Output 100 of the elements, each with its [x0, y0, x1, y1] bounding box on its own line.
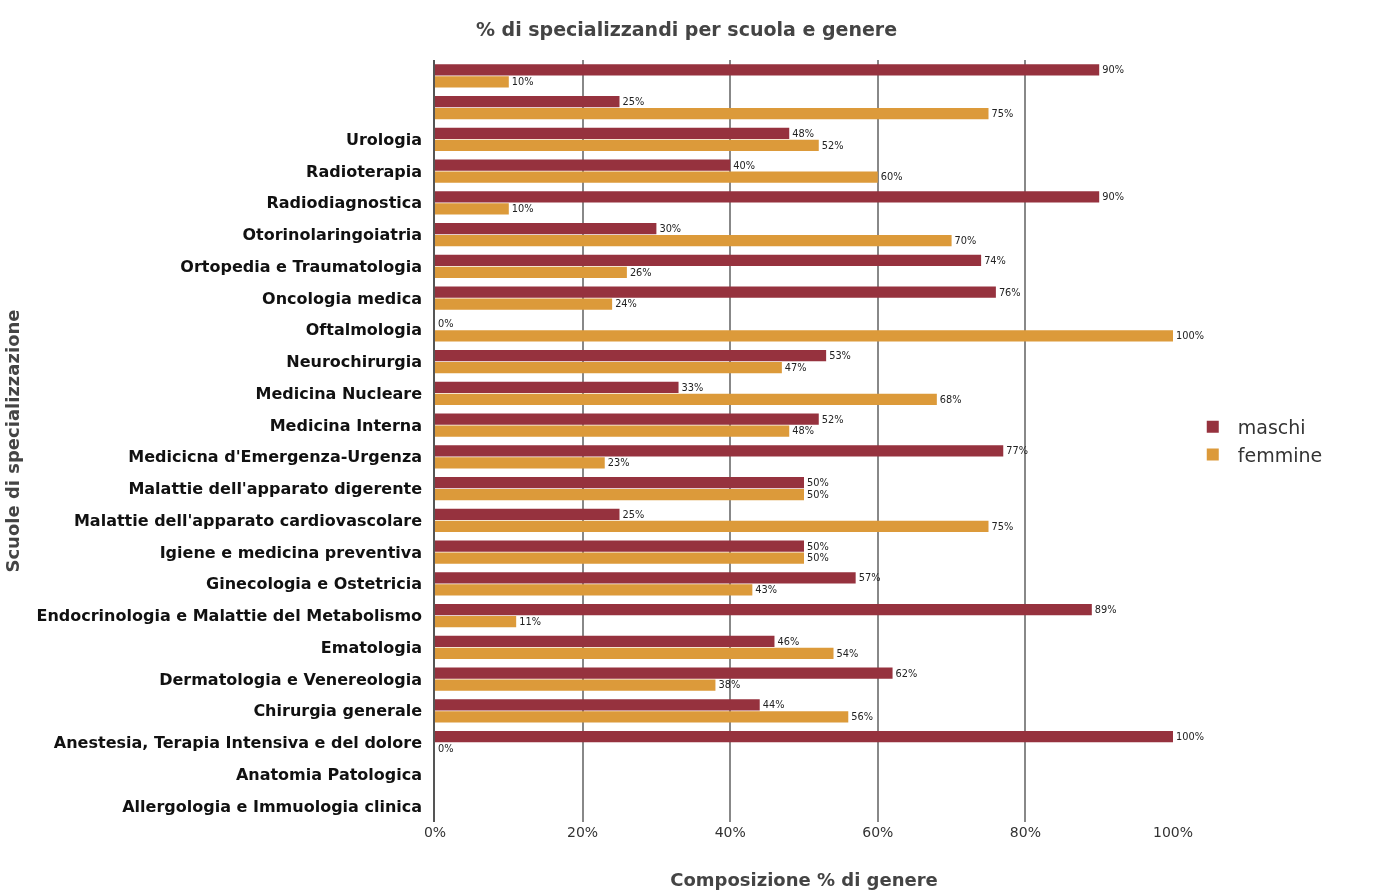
- data-label: 46%: [777, 635, 800, 647]
- data-label: 100%: [1176, 330, 1205, 342]
- data-label: 23%: [607, 457, 630, 469]
- data-label: 24%: [615, 298, 637, 310]
- data-label: 75%: [991, 520, 1014, 532]
- bar: [435, 191, 1100, 203]
- data-label: 54%: [836, 647, 859, 659]
- bar: [435, 615, 517, 628]
- bar: [435, 635, 775, 648]
- y-tick-label: Oftalmologia: [305, 320, 423, 340]
- y-tick-label: Dermatologia e Venereologia: [159, 669, 423, 689]
- data-label: 0%: [438, 742, 454, 754]
- data-label: 50%: [807, 488, 829, 500]
- bar: [435, 223, 657, 235]
- x-tick-label: 80%: [1009, 824, 1041, 840]
- y-tick-label: Medicicna d'Emergenza-Urgenza: [128, 447, 423, 467]
- data-label: 52%: [821, 413, 844, 425]
- bar: [435, 381, 679, 394]
- y-tick-label: Oncologia medica: [262, 288, 423, 308]
- bar: [435, 552, 804, 564]
- bar: [435, 96, 620, 108]
- bar: [435, 572, 856, 584]
- y-tick-label: Urologia: [345, 129, 423, 149]
- bar: [435, 254, 982, 267]
- y-tick-label: Chirurgia generale: [253, 701, 423, 721]
- bar: [435, 266, 627, 278]
- y-axis-title: Scuole di specializzazione: [2, 309, 24, 573]
- y-tick-label: Neurochirurgia: [286, 352, 423, 372]
- bar: [435, 520, 989, 532]
- data-label: 25%: [622, 508, 645, 520]
- data-label: 90%: [1102, 64, 1124, 76]
- bar: [435, 107, 989, 120]
- bar: [435, 508, 620, 521]
- bar: [435, 159, 731, 171]
- y-tick-label: Otorinolaringoiatria: [242, 225, 423, 245]
- data-label: 48%: [792, 127, 815, 139]
- bar: [435, 350, 827, 362]
- data-label: 90%: [1102, 191, 1124, 203]
- y-tick-label: Anestesia, Terapia Intensiva e del dolore: [53, 733, 423, 753]
- data-label: 56%: [851, 711, 874, 723]
- y-tick-label: Radioterapia: [306, 161, 423, 181]
- y-tick-label: Malattie dell'apparato digerente: [128, 479, 423, 499]
- legend-label: femmine: [1237, 443, 1323, 466]
- bar: [435, 64, 1100, 76]
- data-label: 25%: [622, 96, 645, 108]
- bar: [435, 139, 819, 151]
- data-label: 75%: [991, 107, 1014, 119]
- bar: [435, 413, 819, 425]
- data-label: 77%: [1006, 445, 1029, 457]
- data-label: 47%: [784, 361, 807, 373]
- x-tick-label: 60%: [862, 824, 894, 840]
- data-label: 40%: [733, 159, 755, 171]
- bar: [435, 604, 1092, 616]
- data-label: 100%: [1176, 731, 1205, 743]
- data-label: 44%: [762, 699, 785, 711]
- bar: [435, 286, 996, 298]
- bar: [435, 488, 804, 501]
- y-tick-label: Malattie dell'apparato cardiovascolare: [73, 510, 423, 530]
- x-tick-label: 40%: [714, 824, 746, 840]
- bar: [435, 584, 753, 596]
- data-label: 43%: [755, 584, 778, 596]
- bar: [435, 76, 509, 88]
- bar: [435, 298, 613, 310]
- data-label: 74%: [984, 254, 1006, 266]
- data-label: 50%: [807, 477, 829, 489]
- data-label: 57%: [858, 572, 881, 584]
- y-tick-label: Medicina Interna: [269, 415, 423, 435]
- data-label: 26%: [629, 266, 652, 278]
- data-label: 62%: [895, 667, 918, 679]
- bar: [435, 127, 790, 140]
- bar: [435, 445, 1004, 457]
- data-label: 68%: [939, 393, 962, 405]
- bar: [435, 393, 937, 405]
- data-label: 0%: [438, 318, 454, 330]
- y-tick-label: Allergologia e Immuologia clinica: [122, 796, 423, 816]
- data-label: 30%: [659, 223, 682, 235]
- data-label: 70%: [954, 234, 977, 246]
- data-label: 89%: [1094, 604, 1117, 616]
- bar: [435, 647, 834, 659]
- y-tick-label: Igiene e medicina preventiva: [159, 542, 423, 562]
- y-tick-label: Medicina Nucleare: [255, 383, 423, 403]
- x-tick-label: 0%: [423, 824, 447, 840]
- x-tick-label: 100%: [1152, 824, 1194, 840]
- bar: [435, 540, 804, 552]
- bar: [435, 667, 893, 679]
- bar: [435, 711, 849, 723]
- data-label: 76%: [998, 286, 1021, 298]
- data-label: 50%: [807, 540, 829, 552]
- data-label: 33%: [681, 381, 704, 393]
- bar: [435, 679, 716, 691]
- bar: [435, 477, 804, 489]
- y-tick-label: Ortopedia e Traumatologia: [180, 256, 423, 276]
- data-label: 10%: [511, 203, 534, 215]
- bar: [435, 457, 605, 469]
- data-label: 11%: [519, 615, 541, 627]
- bar: [435, 330, 1173, 342]
- y-tick-label: Ginecologia e Ostetricia: [206, 574, 423, 594]
- chart-title: % di specializzandi per scuola e genere: [475, 17, 898, 40]
- bar: [435, 234, 952, 247]
- x-tick-label: 20%: [567, 824, 599, 840]
